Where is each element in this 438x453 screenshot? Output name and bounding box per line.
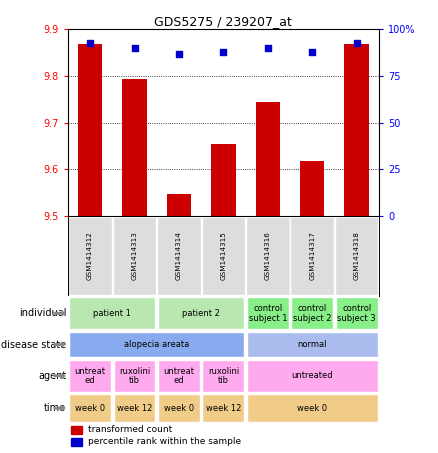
FancyBboxPatch shape <box>157 217 201 295</box>
FancyBboxPatch shape <box>202 395 244 422</box>
FancyBboxPatch shape <box>247 297 289 329</box>
Text: time: time <box>44 403 66 413</box>
Text: week 0: week 0 <box>75 404 105 413</box>
Bar <box>211 144 236 216</box>
Text: week 0: week 0 <box>164 404 194 413</box>
Bar <box>167 193 191 216</box>
FancyBboxPatch shape <box>336 297 378 329</box>
Bar <box>78 44 102 216</box>
Text: week 12: week 12 <box>117 404 152 413</box>
Bar <box>71 438 82 446</box>
Text: GSM1414312: GSM1414312 <box>87 231 93 280</box>
FancyBboxPatch shape <box>69 360 111 392</box>
Text: untreated: untreated <box>291 371 333 381</box>
Text: week 0: week 0 <box>297 404 327 413</box>
Text: normal: normal <box>297 340 327 349</box>
Text: GSM1414317: GSM1414317 <box>309 231 315 280</box>
FancyBboxPatch shape <box>113 395 155 422</box>
Text: transformed count: transformed count <box>88 425 173 434</box>
Text: GSM1414318: GSM1414318 <box>353 231 360 280</box>
FancyBboxPatch shape <box>290 217 334 295</box>
FancyBboxPatch shape <box>69 332 244 357</box>
Text: agent: agent <box>38 371 66 381</box>
FancyBboxPatch shape <box>202 360 244 392</box>
Text: individual: individual <box>19 308 66 318</box>
FancyBboxPatch shape <box>69 395 111 422</box>
FancyBboxPatch shape <box>69 297 155 329</box>
FancyBboxPatch shape <box>246 217 290 295</box>
FancyBboxPatch shape <box>335 217 378 295</box>
FancyBboxPatch shape <box>158 395 200 422</box>
FancyBboxPatch shape <box>158 297 244 329</box>
Text: untreat
ed: untreat ed <box>163 366 194 385</box>
Text: GSM1414316: GSM1414316 <box>265 231 271 280</box>
Text: percentile rank within the sample: percentile rank within the sample <box>88 438 241 446</box>
Text: alopecia areata: alopecia areata <box>124 340 189 349</box>
Bar <box>71 426 82 434</box>
Text: control
subject 3: control subject 3 <box>337 304 376 323</box>
Title: GDS5275 / 239207_at: GDS5275 / 239207_at <box>155 15 292 28</box>
Text: GSM1414315: GSM1414315 <box>220 231 226 280</box>
FancyBboxPatch shape <box>113 360 155 392</box>
Point <box>353 39 360 46</box>
Bar <box>256 102 280 216</box>
Point <box>131 44 138 52</box>
Bar <box>344 44 369 216</box>
Point <box>309 48 316 55</box>
FancyBboxPatch shape <box>247 395 378 422</box>
Text: patient 1: patient 1 <box>93 309 131 318</box>
Text: ruxolini
tib: ruxolini tib <box>119 366 150 385</box>
FancyBboxPatch shape <box>247 332 378 357</box>
FancyBboxPatch shape <box>68 217 112 295</box>
FancyBboxPatch shape <box>113 217 156 295</box>
Text: untreat
ed: untreat ed <box>74 366 106 385</box>
FancyBboxPatch shape <box>158 360 200 392</box>
Point <box>264 44 271 52</box>
Text: GSM1414314: GSM1414314 <box>176 231 182 280</box>
Text: week 12: week 12 <box>206 404 241 413</box>
FancyBboxPatch shape <box>201 217 245 295</box>
Text: control
subject 2: control subject 2 <box>293 304 332 323</box>
FancyBboxPatch shape <box>291 297 333 329</box>
FancyBboxPatch shape <box>247 360 378 392</box>
Point <box>176 50 183 58</box>
Text: ruxolini
tib: ruxolini tib <box>208 366 239 385</box>
Text: patient 2: patient 2 <box>182 309 220 318</box>
Text: disease state: disease state <box>1 340 66 350</box>
Point <box>87 39 94 46</box>
Text: control
subject 1: control subject 1 <box>248 304 287 323</box>
Point <box>220 48 227 55</box>
Bar <box>300 161 325 216</box>
Text: GSM1414313: GSM1414313 <box>131 231 138 280</box>
Bar <box>122 79 147 216</box>
